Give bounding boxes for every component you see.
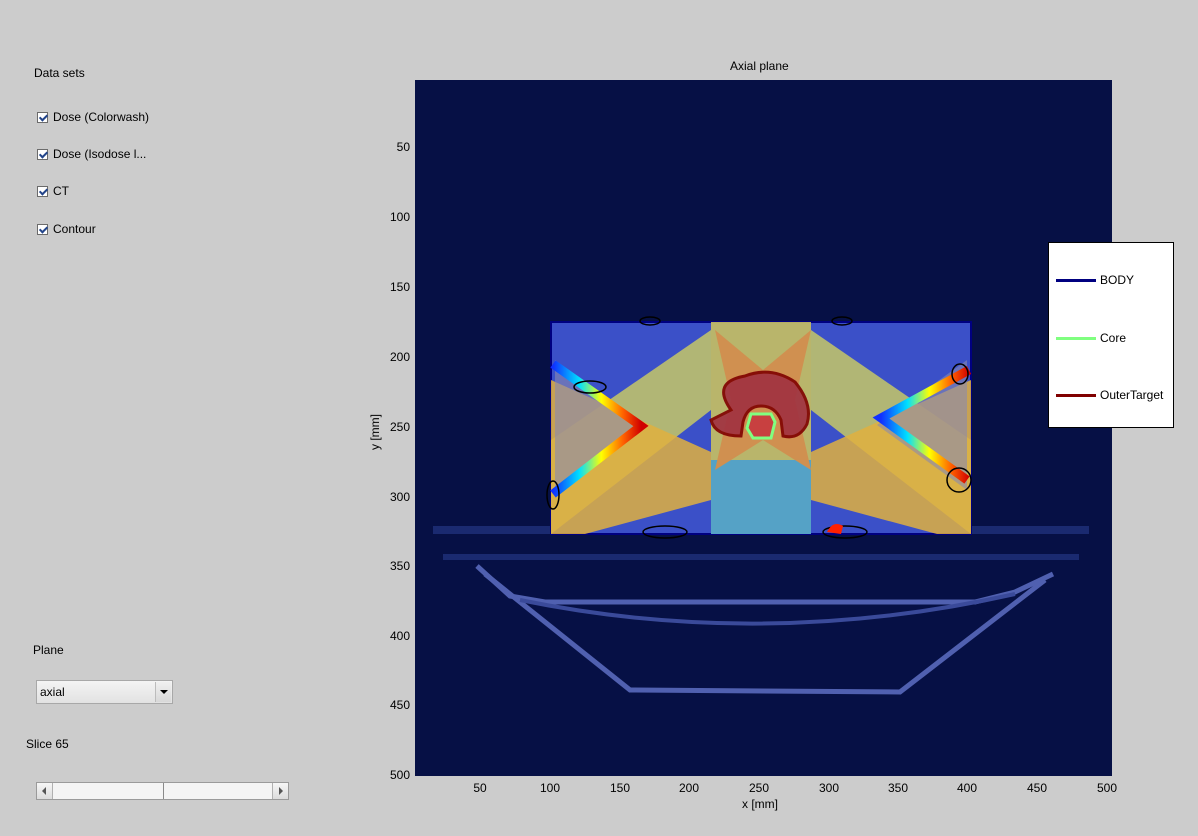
slice-slider[interactable] xyxy=(36,782,289,800)
y-tick-label: 450 xyxy=(389,698,410,712)
checkbox-checked-icon[interactable] xyxy=(37,111,48,123)
checkbox-label: Contour xyxy=(53,222,96,236)
x-tick-label: 250 xyxy=(748,781,770,795)
y-axis-label: y [mm] xyxy=(368,414,382,450)
slider-track[interactable] xyxy=(53,783,272,799)
y-tick-label: 50 xyxy=(396,140,410,154)
legend-line-icon xyxy=(1056,278,1096,282)
x-tick-label: 150 xyxy=(609,781,631,795)
slider-left-arrow-icon[interactable] xyxy=(37,783,53,799)
checkbox-label: Dose (Colorwash) xyxy=(53,110,150,124)
checkbox-dose-isodose[interactable]: Dose (Isodose l... xyxy=(37,146,146,162)
x-tick-label: 400 xyxy=(956,781,978,795)
legend-item-label: OuterTarget xyxy=(1100,388,1164,402)
slider-right-arrow-icon[interactable] xyxy=(272,783,288,799)
legend-line-icon xyxy=(1056,393,1096,397)
checkbox-ct[interactable]: CT xyxy=(37,183,69,199)
y-tick-label: 200 xyxy=(389,350,410,364)
checkbox-label: CT xyxy=(53,184,69,198)
x-tick-label: 100 xyxy=(539,781,561,795)
checkbox-label: Dose (Isodose l... xyxy=(53,147,147,161)
y-tick-label: 350 xyxy=(389,559,410,573)
datasets-label: Data sets xyxy=(34,66,85,80)
plane-select[interactable]: axial xyxy=(36,680,173,704)
y-tick-label: 500 xyxy=(389,768,410,782)
axial-plane-image[interactable] xyxy=(415,80,1112,776)
x-tick-label: 200 xyxy=(678,781,700,795)
legend-item-label: BODY xyxy=(1100,273,1135,287)
x-tick-label: 450 xyxy=(1026,781,1048,795)
plane-select-value: axial xyxy=(40,685,65,699)
slice-label: Slice 65 xyxy=(26,737,69,751)
y-tick-label: 150 xyxy=(389,280,410,294)
x-tick-label: 50 xyxy=(473,781,487,795)
y-tick-label: 300 xyxy=(389,490,410,504)
y-tick-label: 100 xyxy=(389,210,410,224)
checkbox-checked-icon[interactable] xyxy=(37,185,48,197)
checkbox-checked-icon[interactable] xyxy=(37,148,48,160)
legend: BODY Core OuterTarget xyxy=(1048,242,1174,428)
checkbox-checked-icon[interactable] xyxy=(37,223,48,235)
chevron-down-icon[interactable] xyxy=(155,682,171,702)
x-tick-label: 500 xyxy=(1096,781,1118,795)
x-tick-label: 350 xyxy=(887,781,909,795)
legend-line-icon xyxy=(1056,336,1096,340)
slider-thumb[interactable] xyxy=(162,783,164,799)
plane-label: Plane xyxy=(33,643,64,657)
plot-title: Axial plane xyxy=(730,59,789,73)
legend-item-core: Core xyxy=(1056,331,1126,345)
checkbox-dose-colorwash[interactable]: Dose (Colorwash) xyxy=(37,109,149,125)
x-axis-label: x [mm] xyxy=(742,797,778,811)
legend-item-outertarget: OuterTarget xyxy=(1056,388,1163,402)
y-tick-label: 250 xyxy=(389,420,410,434)
legend-item-body: BODY xyxy=(1056,273,1134,287)
legend-item-label: Core xyxy=(1100,331,1127,345)
x-tick-label: 300 xyxy=(818,781,840,795)
dose-overlay-graphic xyxy=(433,316,1089,695)
y-tick-label: 400 xyxy=(389,629,410,643)
checkbox-contour[interactable]: Contour xyxy=(37,221,96,237)
